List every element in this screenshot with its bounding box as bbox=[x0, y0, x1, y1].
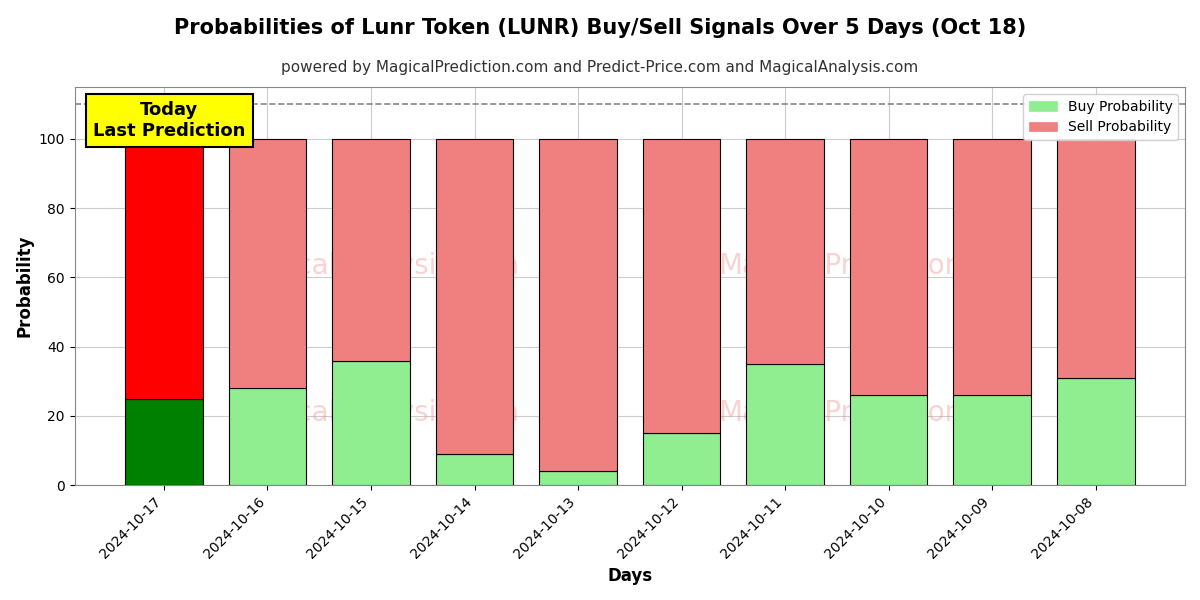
Bar bbox=[539, 472, 617, 485]
Legend: Buy Probability, Sell Probability: Buy Probability, Sell Probability bbox=[1024, 94, 1178, 140]
Text: Probabilities of Lunr Token (LUNR) Buy/Sell Signals Over 5 Days (Oct 18): Probabilities of Lunr Token (LUNR) Buy/S… bbox=[174, 18, 1026, 38]
Bar bbox=[850, 139, 928, 395]
Bar bbox=[125, 139, 203, 398]
Bar bbox=[953, 139, 1031, 395]
Bar bbox=[643, 139, 720, 433]
Bar bbox=[746, 139, 824, 364]
Text: powered by MagicalPrediction.com and Predict-Price.com and MagicalAnalysis.com: powered by MagicalPrediction.com and Pre… bbox=[281, 60, 919, 75]
Bar bbox=[1057, 378, 1134, 485]
Bar bbox=[850, 395, 928, 485]
Bar bbox=[229, 388, 306, 485]
Bar bbox=[643, 433, 720, 485]
Text: Today
Last Prediction: Today Last Prediction bbox=[92, 101, 245, 140]
Bar bbox=[229, 139, 306, 388]
X-axis label: Days: Days bbox=[607, 567, 653, 585]
Bar bbox=[332, 139, 410, 361]
Bar bbox=[746, 364, 824, 485]
Bar bbox=[953, 395, 1031, 485]
Text: MagicalAnalysis.com: MagicalAnalysis.com bbox=[230, 252, 518, 280]
Bar bbox=[332, 361, 410, 485]
Text: MagicalAnalysis.com: MagicalAnalysis.com bbox=[230, 400, 518, 427]
Y-axis label: Probability: Probability bbox=[16, 235, 34, 337]
Bar bbox=[539, 139, 617, 472]
Bar bbox=[436, 454, 514, 485]
Text: MagicalPrediction.com: MagicalPrediction.com bbox=[718, 400, 1031, 427]
Bar bbox=[436, 139, 514, 454]
Bar bbox=[125, 398, 203, 485]
Bar bbox=[1057, 139, 1134, 378]
Text: MagicalPrediction.com: MagicalPrediction.com bbox=[718, 252, 1031, 280]
